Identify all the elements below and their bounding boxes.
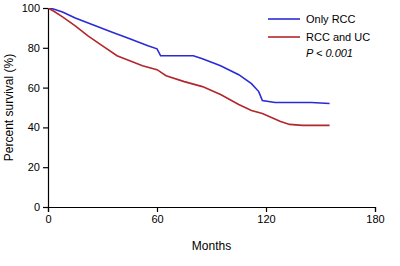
- tick: 0: [45, 207, 51, 225]
- tick-label: 60: [28, 82, 40, 94]
- survival-line: [48, 8, 330, 125]
- tick: 20: [28, 161, 48, 173]
- tick-mark: [43, 167, 48, 168]
- tick-mark: [43, 127, 48, 128]
- tick-label: 20: [28, 161, 40, 173]
- legend: Only RCC RCC and UC: [268, 13, 370, 43]
- tick-mark: [43, 8, 48, 9]
- tick-label: 180: [366, 213, 384, 225]
- y-axis-title: Percent survival (%): [2, 54, 16, 161]
- tick: 80: [28, 42, 48, 54]
- legend-swatch: [268, 36, 300, 38]
- plot: 0 60 120 180 0 20 40 60 80 100: [22, 2, 385, 225]
- tick: 60: [151, 207, 163, 225]
- x-axis-title: Months: [192, 239, 231, 253]
- tick-mark: [43, 87, 48, 88]
- tick: 0: [34, 201, 48, 213]
- tick: 40: [28, 121, 48, 133]
- tick-mark: [266, 207, 267, 212]
- tick-mark: [43, 48, 48, 49]
- tick-mark: [157, 207, 158, 212]
- series-lines: [48, 8, 330, 125]
- tick-label: 100: [22, 2, 40, 14]
- y-axis: 0 20 40 60 80 100: [22, 2, 49, 213]
- tick: 180: [366, 207, 384, 225]
- tick-label: 0: [45, 213, 51, 225]
- legend-label: Only RCC: [306, 13, 356, 25]
- axis-line: [49, 208, 376, 213]
- tick-label: 120: [257, 213, 275, 225]
- legend-label: RCC and UC: [306, 31, 370, 43]
- chart: 0 60 120 180 0 20 40 60 80 100 Months Percent survi…: [0, 0, 400, 266]
- survival-line: [48, 8, 330, 104]
- tick: 100: [22, 2, 48, 14]
- tick-label: 60: [151, 213, 163, 225]
- legend-swatch: [268, 18, 300, 20]
- x-axis: 0 60 120 180: [45, 207, 384, 225]
- tick-mark: [375, 207, 376, 212]
- tick-label: 80: [28, 42, 40, 54]
- tick-mark: [43, 207, 48, 208]
- tick-label: 40: [28, 121, 40, 133]
- tick-label: 0: [34, 201, 40, 213]
- tick: 120: [257, 207, 275, 225]
- p-value: P < 0.001: [306, 47, 353, 59]
- axis-line: [43, 9, 49, 208]
- tick: 60: [28, 82, 48, 94]
